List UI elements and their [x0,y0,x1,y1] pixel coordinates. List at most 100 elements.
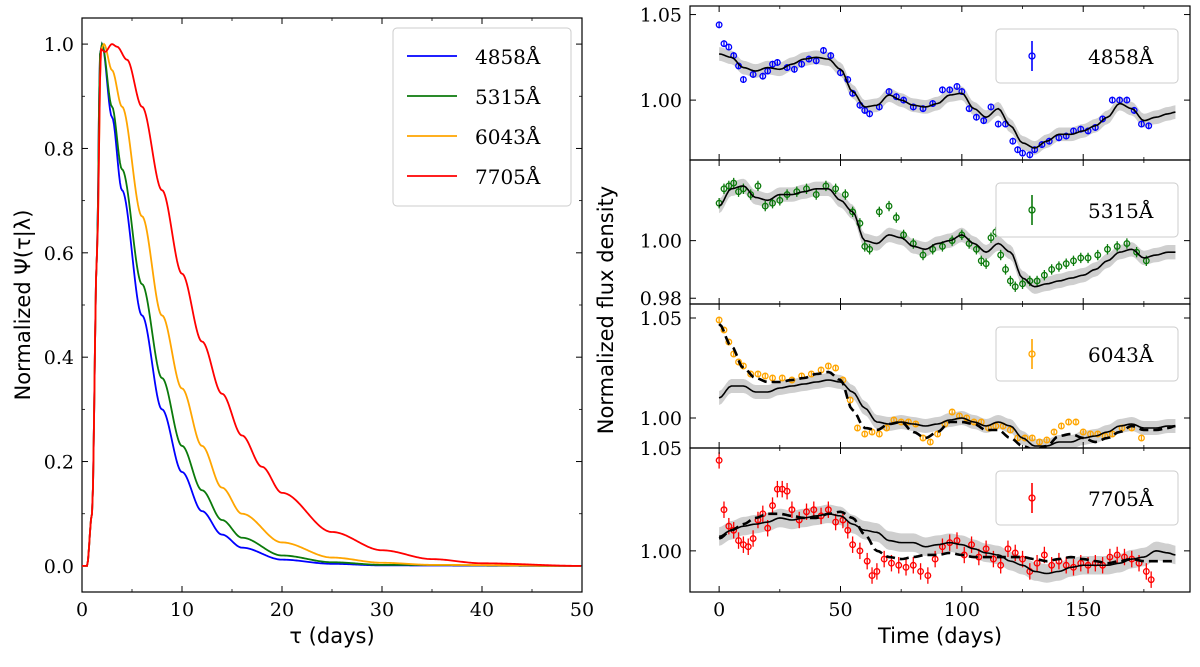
y-tick-label: 1.05 [640,438,682,460]
model-line [719,53,1176,149]
data-point [798,60,806,68]
data-point [735,537,742,545]
data-point [997,251,1005,259]
data-point [909,561,917,569]
data-point [875,208,883,216]
data-point [754,182,762,190]
panel-legend-box [995,326,1179,382]
data-point [866,110,874,118]
data-point [977,257,985,265]
data-point [849,208,857,216]
data-point [739,76,747,84]
data-point [997,561,1005,569]
data-point [1104,245,1111,253]
data-point [909,103,917,111]
panel-5315Å: 0.98 1.00 5315Å [640,159,1191,310]
y-tick-label: 1.00 [640,231,682,253]
data-point [1019,149,1026,157]
data-point [715,456,723,464]
data-point [720,40,728,48]
data-point [1031,146,1039,154]
data-point [832,518,840,526]
data-point [1113,551,1121,559]
data-point [972,245,980,253]
data-point [1070,257,1077,265]
data-point [832,364,840,372]
legend-box [392,27,572,207]
data-point [1006,426,1014,434]
data-point [880,555,888,563]
panel-legend-label: 6043Å [1088,342,1154,367]
data-point [958,88,966,96]
data-point [1113,242,1121,250]
data-point [1006,277,1014,285]
panel-legend-label: 7705Å [1088,486,1154,511]
y-tick-label: 0.98 [640,288,682,310]
model-uncertainty-band [719,178,1176,294]
data-point [900,231,908,239]
data-point [1048,561,1056,569]
series-line-7705Å [82,43,581,567]
data-point [868,572,876,579]
panel-legend-label: 4858Å [1088,44,1154,69]
legend-label: 7705Å [475,164,541,189]
data-point [824,506,832,514]
data-point [1004,545,1012,553]
data-point [994,120,1002,128]
model-dashed-line [718,510,1176,565]
data-point [1147,576,1155,584]
data-point [948,408,956,416]
data-point [844,526,852,534]
data-point [1033,277,1041,285]
data-point [902,563,910,571]
panel-content [715,452,1176,588]
data-point [747,191,755,199]
data-point [968,541,976,549]
left-y-axis-label: Normalized Ψ(τ|λ) [11,210,36,401]
data-point [790,65,798,73]
data-point [1038,141,1046,149]
data-point [989,555,997,563]
data-point [1077,254,1085,262]
data-point [725,522,733,530]
data-point [866,245,874,253]
y-tick-label: 1.00 [640,90,682,112]
panel-content [715,21,1176,159]
model-uncertainty-band [719,373,1176,448]
data-point [1138,120,1145,128]
data-point [1011,283,1019,291]
data-point [888,559,895,567]
response-function-chart: 0 10 20 30 40 50 0.0 0.2 0.4 0.6 0.8 1.0 4858Å 5315Å… [11,17,594,648]
data-point [783,487,791,495]
data-point [1091,124,1099,131]
data-point [1043,436,1051,444]
x-tick-label: 50 [570,599,594,621]
panel-legend-box [995,28,1179,84]
y-tick-label: 1.00 [640,541,682,563]
data-point [1002,265,1009,273]
data-point [1065,418,1073,426]
data-point [895,561,903,569]
data-point [761,372,769,380]
data-point [735,358,742,366]
y-tick-label: 0.8 [44,138,74,160]
legend-marker [1028,206,1036,214]
data-point [788,506,796,514]
legend-marker [1028,52,1036,60]
data-point [1079,428,1087,436]
data-point [946,86,954,94]
data-point [1028,434,1036,442]
data-point [820,47,827,54]
data-point [769,199,776,207]
data-point [720,185,728,193]
data-point [883,424,891,432]
data-point [1062,132,1070,140]
data-point [1130,106,1138,114]
data-point [1094,251,1102,259]
data-point [1145,122,1153,130]
panel-4858Å: 1.00 1.05 4858Å [640,5,1191,161]
data-point [885,202,893,210]
data-point [892,214,900,222]
data-point [846,396,854,404]
